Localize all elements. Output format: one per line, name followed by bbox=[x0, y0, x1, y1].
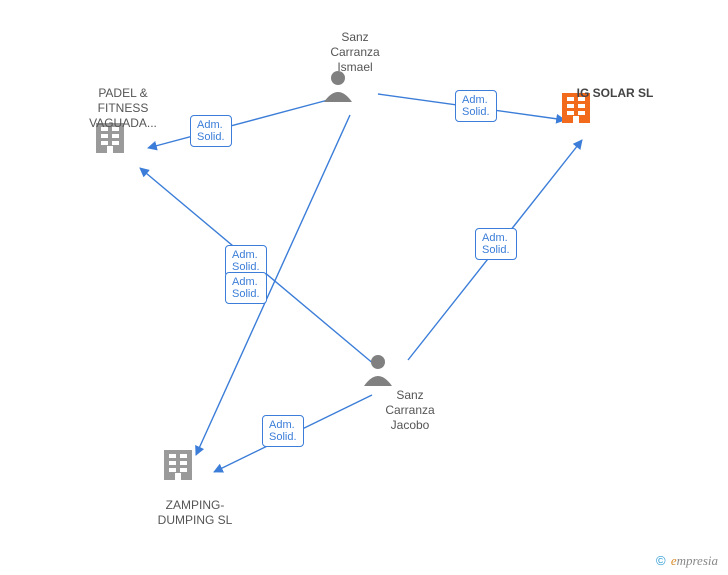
node-label: IG SOLAR SL bbox=[565, 86, 665, 101]
edge-label: Adm. Solid. bbox=[190, 115, 232, 147]
edge-label: Adm. Solid. bbox=[225, 272, 267, 304]
building-icon bbox=[164, 450, 192, 480]
node-igsolar[interactable]: IG SOLAR SL bbox=[565, 86, 665, 101]
brand-rest: mpresia bbox=[677, 553, 718, 568]
person-icon bbox=[324, 71, 352, 102]
node-padel[interactable]: PADEL & FITNESS VAGUADA... bbox=[78, 86, 168, 131]
footer-attribution: © empresia bbox=[656, 553, 718, 569]
node-label: ZAMPING- DUMPING SL bbox=[145, 498, 245, 528]
edge-line bbox=[148, 100, 328, 148]
edge-line bbox=[196, 115, 350, 455]
node-label: Sanz Carranza Ismael bbox=[320, 30, 390, 75]
copyright-symbol: © bbox=[656, 553, 666, 568]
edge-label: Adm. Solid. bbox=[475, 228, 517, 260]
node-ismael[interactable]: Sanz Carranza Ismael bbox=[320, 30, 390, 75]
node-label: PADEL & FITNESS VAGUADA... bbox=[78, 86, 168, 131]
edge-label: Adm. Solid. bbox=[262, 415, 304, 447]
edge-label: Adm. Solid. bbox=[455, 90, 497, 122]
node-zamping[interactable]: ZAMPING- DUMPING SL bbox=[145, 498, 245, 528]
node-jacobo[interactable]: Sanz Carranza Jacobo bbox=[375, 388, 445, 433]
node-label: Sanz Carranza Jacobo bbox=[375, 388, 445, 433]
